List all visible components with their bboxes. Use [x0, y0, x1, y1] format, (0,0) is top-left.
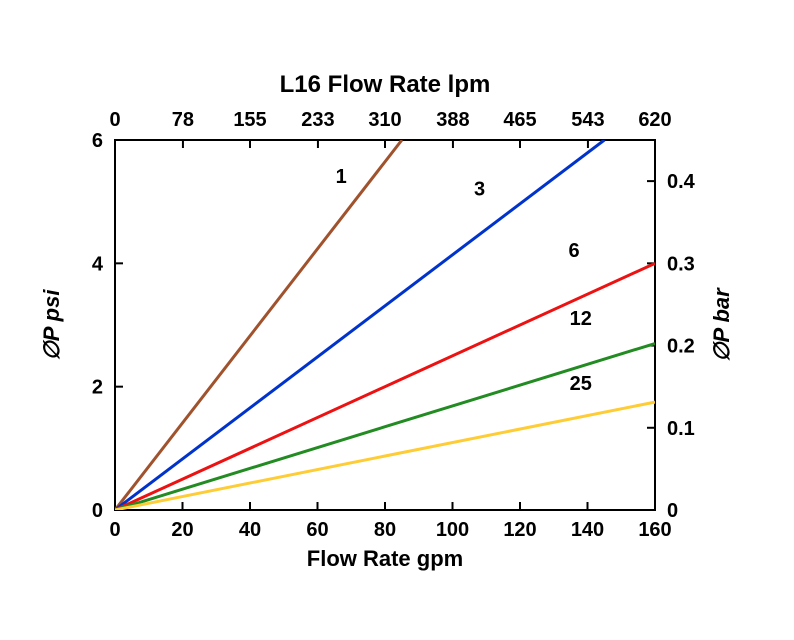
x-top-tick-label: 388	[436, 109, 469, 131]
x-bottom-tick-label: 40	[239, 519, 261, 541]
y-right-tick-label: 0.1	[667, 418, 695, 440]
x-top-tick-label: 465	[503, 109, 536, 131]
series-line-12	[115, 344, 655, 511]
chart-container: 020406080100120140160Flow Rate gpm078155…	[0, 0, 794, 640]
y-right-tick-label: 0	[667, 500, 678, 522]
y-left-tick-label: 4	[92, 253, 104, 275]
x-bottom-tick-label: 60	[306, 519, 328, 541]
x-bottom-tick-label: 140	[571, 519, 604, 541]
x-bottom-tick-label: 100	[436, 519, 469, 541]
chart-svg: 020406080100120140160Flow Rate gpm078155…	[0, 0, 794, 640]
x-top-tick-label: 155	[233, 109, 266, 131]
x-bottom-tick-label: 120	[503, 519, 536, 541]
series-label-3: 3	[474, 179, 485, 201]
y-right-tick-label: 0.3	[667, 253, 695, 275]
x-top-tick-label: 0	[109, 109, 120, 131]
y-left-tick-label: 0	[92, 500, 103, 522]
series-label-1: 1	[336, 166, 347, 188]
x-top-tick-label: 310	[368, 109, 401, 131]
x-bottom-tick-label: 20	[171, 519, 193, 541]
series-line-25	[115, 402, 655, 510]
x-bottom-tick-label: 0	[109, 519, 120, 541]
y-right-title: ∅P bar	[709, 287, 734, 362]
series-label-25: 25	[570, 373, 592, 395]
x-bottom-title: Flow Rate gpm	[307, 546, 463, 571]
x-top-tick-label: 543	[571, 109, 604, 131]
series-label-12: 12	[570, 308, 592, 330]
series-label-6: 6	[568, 240, 579, 262]
y-left-tick-label: 2	[92, 377, 103, 399]
x-top-tick-label: 620	[638, 109, 671, 131]
x-top-tick-label: 78	[172, 109, 194, 131]
y-right-tick-label: 0.4	[667, 171, 696, 193]
x-top-tick-label: 233	[301, 109, 334, 131]
chart-title: L16 Flow Rate lpm	[280, 71, 491, 98]
y-left-tick-label: 6	[92, 130, 103, 152]
x-bottom-tick-label: 160	[638, 519, 671, 541]
y-right-tick-label: 0.2	[667, 336, 695, 358]
y-left-title: ∅P psi	[39, 289, 64, 361]
x-bottom-tick-label: 80	[374, 519, 396, 541]
